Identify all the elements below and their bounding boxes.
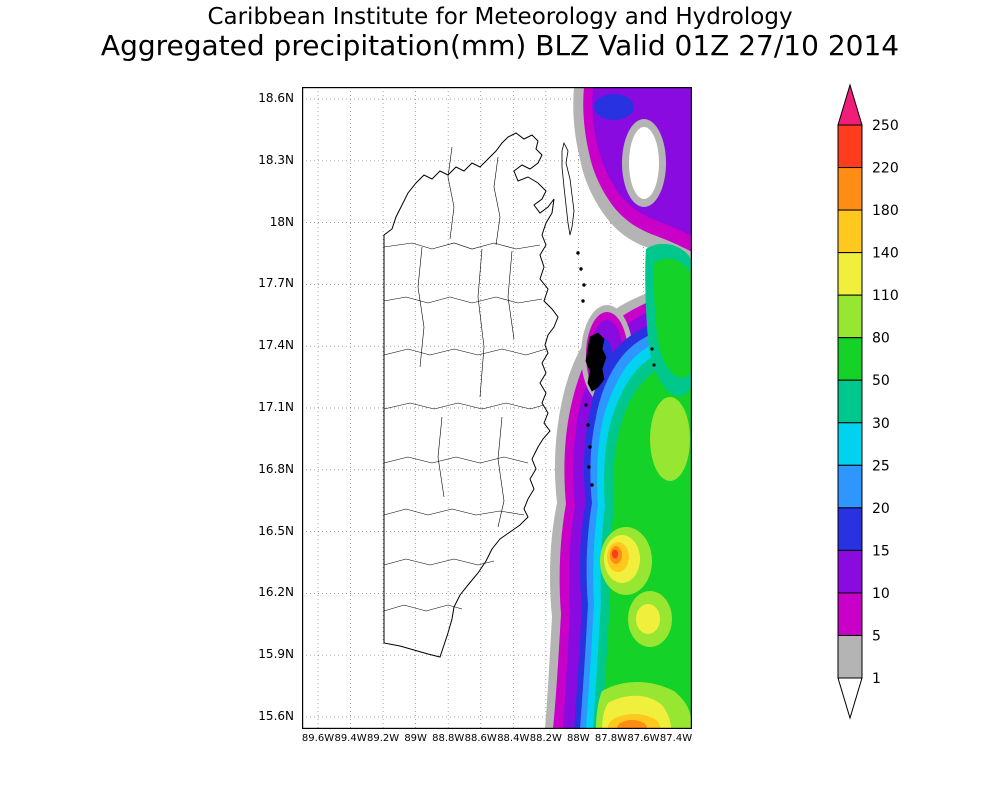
lat-tick-label: 16.8N (258, 461, 294, 476)
colorbar-segment (837, 464, 863, 509)
colorbar-segment (837, 337, 863, 381)
lat-tick-label: 15.6N (258, 709, 294, 723)
colorbar-segment (837, 167, 863, 211)
lon-tick-label: 89.6W (301, 733, 335, 744)
lon-tick-label: 88.2W (529, 733, 562, 744)
colorbar-segment (837, 592, 863, 636)
colorbar-tick-label: 220 (872, 161, 899, 177)
lat-tick-label: 17.4N (258, 338, 294, 353)
map-panel (302, 87, 692, 729)
colorbar-arrow-bottom (837, 677, 863, 720)
colorbar-tick-label: 1 (872, 671, 881, 687)
belize-internal-boundaries (383, 146, 547, 612)
colorbar-tick-label: 5 (872, 628, 881, 644)
colorbar-segment (837, 294, 863, 339)
colorbar-segment (837, 634, 863, 679)
lat-tick-label: 17.7N (258, 276, 294, 291)
colorbar-tick-label: 80 (872, 331, 890, 347)
colorbar-tick-label: 10 (872, 586, 890, 602)
colorbar-arrow-top (837, 83, 863, 126)
lat-tick-label: 17.1N (258, 400, 294, 414)
lat-tick-label: 16.5N (258, 523, 294, 538)
lon-tick-label: 89W (404, 733, 427, 744)
belize-boundaries (383, 132, 656, 658)
lat-tick-label: 15.9N (258, 647, 294, 662)
lat-tick-label: 16.2N (258, 585, 294, 600)
lat-tick-label: 18N (269, 214, 294, 229)
colorbar-segment (837, 379, 863, 424)
chart-title: Aggregated precipitation(mm) BLZ Valid 0… (100, 29, 900, 62)
lon-tick-label: 89.4W (334, 733, 367, 744)
precip-north-notch-white (629, 127, 659, 199)
colorbar-tick-label: 15 (872, 543, 890, 559)
precip-finger-green (653, 258, 692, 378)
precipitation-map (302, 87, 692, 729)
colorbar-legend: 250 220 180 140 110 80 50 30 25 20 15 10 5 1 (830, 78, 940, 748)
precipitation-field (545, 87, 692, 729)
cays-and-atolls (561, 141, 656, 487)
colorbar-tick-label: 180 (872, 203, 899, 219)
colorbar-segment (837, 507, 863, 551)
colorbar-tick-label: 30 (872, 416, 890, 432)
colorbar-segment (837, 252, 863, 296)
map-frame (302, 87, 692, 729)
lon-tick-label: 88.6W (464, 733, 497, 744)
colorbar-tick-label: 140 (872, 246, 899, 262)
precip-lightgreen-a (650, 397, 690, 481)
lon-tick-label: 87.4W (659, 733, 693, 744)
ambergris-caye (561, 141, 575, 236)
precip-red-core (612, 549, 618, 559)
belize-outline (383, 132, 559, 658)
colorbar-tick-label: 25 (872, 458, 890, 474)
lon-tick-label: 87.8W (594, 733, 627, 744)
colorbar-segment (837, 124, 863, 169)
precip-yellow-2 (636, 604, 660, 634)
turneffe-atoll (585, 332, 607, 392)
colorbar-tick-label: 250 (872, 118, 899, 134)
lon-tick-label: 88.8W (432, 733, 465, 744)
precip-north-blue-core (594, 94, 634, 120)
lat-tick-label: 18.3N (258, 152, 294, 167)
precip-deeporange-south (617, 720, 647, 729)
lon-tick-label: 89.2W (367, 733, 400, 744)
colorbar: 250 220 180 140 110 80 50 30 25 20 15 10 5 1 (837, 83, 899, 720)
lon-tick-label: 87.6W (627, 733, 660, 744)
colorbar-segment (837, 422, 863, 466)
colorbar-tick-label: 110 (872, 288, 899, 304)
lon-tick-label: 88W (567, 733, 590, 744)
colorbar-tick-label: 50 (872, 373, 890, 389)
colorbar-segment (837, 209, 863, 254)
lat-tick-label: 18.6N (258, 91, 294, 105)
lon-tick-label: 88.4W (497, 733, 530, 744)
colorbar-segment (837, 549, 863, 594)
institution-title: Caribbean Institute for Meteorology and … (207, 4, 793, 30)
colorbar-tick-label: 20 (872, 501, 890, 517)
